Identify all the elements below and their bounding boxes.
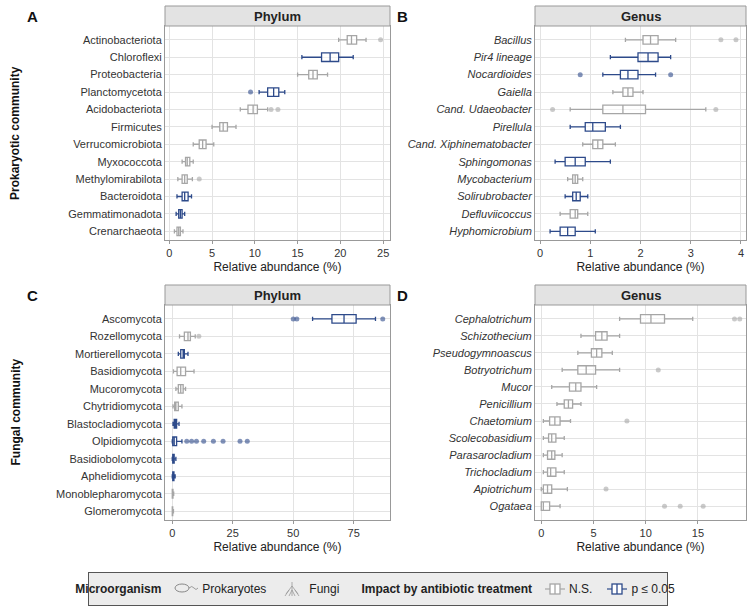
svg-text:25: 25 bbox=[227, 527, 239, 539]
svg-text:Trichocladium: Trichocladium bbox=[464, 466, 532, 478]
svg-text:Crenarchaeota: Crenarchaeota bbox=[89, 225, 163, 237]
svg-text:Cand. Udaeobacter: Cand. Udaeobacter bbox=[436, 103, 533, 115]
svg-text:A: A bbox=[27, 8, 38, 25]
svg-text:5: 5 bbox=[209, 247, 215, 259]
svg-text:Basidiobolomycota: Basidiobolomycota bbox=[69, 453, 162, 465]
svg-text:Mortierellomycota: Mortierellomycota bbox=[75, 348, 163, 360]
svg-text:Aphelidiomycota: Aphelidiomycota bbox=[81, 470, 163, 482]
svg-text:4: 4 bbox=[738, 247, 744, 259]
html-text:N.S.: N.S. bbox=[569, 582, 593, 596]
svg-text:B: B bbox=[397, 8, 408, 25]
svg-text:Pir4 lineage: Pir4 lineage bbox=[474, 51, 532, 63]
svg-text:Prokaryotic community: Prokaryotic community bbox=[8, 66, 22, 200]
svg-text:Phylum: Phylum bbox=[254, 9, 301, 24]
svg-text:Hyphomicrobium: Hyphomicrobium bbox=[449, 225, 532, 237]
svg-text:0: 0 bbox=[537, 247, 543, 259]
svg-text:Monoblepharomycota: Monoblepharomycota bbox=[56, 488, 163, 500]
svg-text:Parasarocladium: Parasarocladium bbox=[449, 449, 532, 461]
svg-text:Pirellula: Pirellula bbox=[493, 121, 532, 133]
svg-text:Relative abundance (%): Relative abundance (%) bbox=[213, 540, 341, 554]
svg-text:D: D bbox=[397, 287, 408, 304]
svg-text:Genus: Genus bbox=[621, 288, 661, 303]
svg-text:Mucor: Mucor bbox=[501, 381, 533, 393]
html-text:Impact by antibiotic treatment: Impact by antibiotic treatment bbox=[361, 582, 533, 596]
svg-text:0: 0 bbox=[169, 527, 175, 539]
svg-text:Chaetomium: Chaetomium bbox=[469, 415, 531, 427]
svg-text:Pseudogymnoascus: Pseudogymnoascus bbox=[433, 347, 533, 359]
svg-text:Genus: Genus bbox=[621, 9, 661, 24]
svg-text:Relative abundance (%): Relative abundance (%) bbox=[213, 260, 341, 274]
svg-text:10: 10 bbox=[640, 527, 652, 539]
svg-text:Defluviicoccus: Defluviicoccus bbox=[461, 208, 532, 220]
svg-text:Phylum: Phylum bbox=[254, 288, 301, 303]
svg-text:C: C bbox=[27, 287, 38, 304]
html-text:Fungi: Fungi bbox=[309, 582, 340, 596]
svg-text:Acidobacteriota: Acidobacteriota bbox=[86, 103, 163, 115]
svg-text:Relative abundance (%): Relative abundance (%) bbox=[576, 260, 704, 274]
svg-text:Myxococcota: Myxococcota bbox=[98, 156, 163, 168]
svg-text:Sphingomonas: Sphingomonas bbox=[458, 156, 532, 168]
svg-text:Bacillus: Bacillus bbox=[494, 34, 532, 46]
svg-text:Ascomycota: Ascomycota bbox=[102, 313, 163, 325]
svg-text:Mycobacterium: Mycobacterium bbox=[457, 173, 532, 185]
svg-text:Olpidiomycota: Olpidiomycota bbox=[92, 435, 163, 447]
svg-text:Verrucomicrobiota: Verrucomicrobiota bbox=[73, 138, 163, 150]
svg-text:Cephalotrichum: Cephalotrichum bbox=[455, 313, 532, 325]
svg-text:Scolecobasidium: Scolecobasidium bbox=[449, 432, 532, 444]
svg-text:Apiotrichum: Apiotrichum bbox=[473, 483, 532, 495]
svg-text:Fungal community: Fungal community bbox=[9, 359, 23, 466]
svg-text:3: 3 bbox=[688, 247, 694, 259]
svg-text:Rozellomycota: Rozellomycota bbox=[90, 330, 163, 342]
html-text:Prokaryotes: Prokaryotes bbox=[202, 582, 267, 596]
svg-text:Firmicutes: Firmicutes bbox=[111, 121, 162, 133]
svg-text:Methylomirabilota: Methylomirabilota bbox=[76, 173, 163, 185]
svg-text:Planctomycetota: Planctomycetota bbox=[80, 86, 162, 98]
svg-text:Chytridiomycota: Chytridiomycota bbox=[83, 400, 163, 412]
svg-text:Mucoromycota: Mucoromycota bbox=[90, 383, 163, 395]
svg-text:Actinobacteriota: Actinobacteriota bbox=[83, 34, 163, 46]
svg-text:1: 1 bbox=[587, 247, 593, 259]
svg-text:Schizothecium: Schizothecium bbox=[460, 330, 532, 342]
svg-text:50: 50 bbox=[287, 527, 299, 539]
svg-text:Basidiomycota: Basidiomycota bbox=[90, 365, 162, 377]
svg-text:15: 15 bbox=[291, 247, 303, 259]
svg-text:Botryotrichum: Botryotrichum bbox=[464, 364, 532, 376]
html-text:Microorganism: Microorganism bbox=[75, 582, 162, 596]
svg-text:Gemmatimonadota: Gemmatimonadota bbox=[68, 208, 162, 220]
svg-text:0: 0 bbox=[538, 527, 544, 539]
svg-text:5: 5 bbox=[590, 527, 596, 539]
svg-text:2: 2 bbox=[637, 247, 643, 259]
svg-text:0: 0 bbox=[166, 247, 172, 259]
svg-text:Nocardioides: Nocardioides bbox=[468, 68, 533, 80]
svg-text:Gaiella: Gaiella bbox=[498, 86, 532, 98]
svg-text:Proteobacteria: Proteobacteria bbox=[90, 68, 162, 80]
svg-text:Solirubrobacter: Solirubrobacter bbox=[457, 190, 533, 202]
svg-text:Chloroflexi: Chloroflexi bbox=[110, 51, 162, 63]
svg-text:Glomeromycota: Glomeromycota bbox=[84, 505, 163, 517]
svg-text:Bacteroidota: Bacteroidota bbox=[100, 190, 163, 202]
svg-text:10: 10 bbox=[249, 247, 261, 259]
svg-text:Penicillium: Penicillium bbox=[479, 398, 532, 410]
svg-text:Blastocladiomycota: Blastocladiomycota bbox=[67, 418, 163, 430]
svg-text:75: 75 bbox=[348, 527, 360, 539]
html-text:p ≤ 0.05: p ≤ 0.05 bbox=[631, 582, 675, 596]
svg-text:Ogataea: Ogataea bbox=[490, 500, 532, 512]
svg-text:25: 25 bbox=[377, 247, 389, 259]
svg-text:Cand. Xiphinematobacter: Cand. Xiphinematobacter bbox=[408, 138, 533, 150]
svg-text:15: 15 bbox=[692, 527, 704, 539]
svg-text:Relative abundance (%): Relative abundance (%) bbox=[576, 540, 704, 554]
svg-text:20: 20 bbox=[334, 247, 346, 259]
